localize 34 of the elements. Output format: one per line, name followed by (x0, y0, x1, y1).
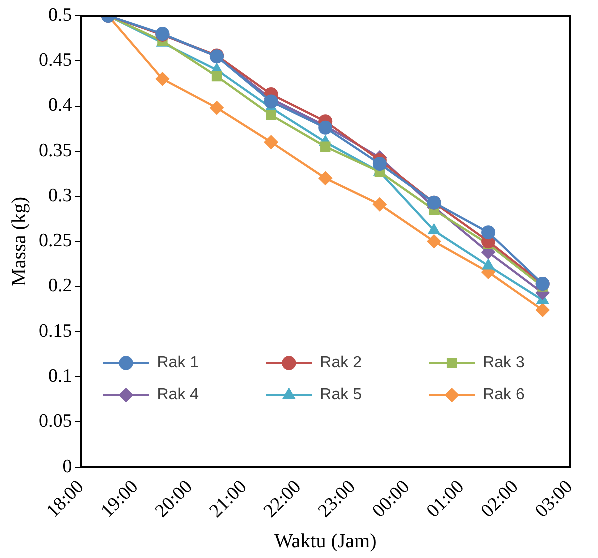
y-tick-label: 0.15 (39, 320, 72, 342)
x-axis-title: Waktu (Jam) (274, 530, 377, 552)
point (264, 135, 278, 150)
point (482, 226, 496, 240)
y-tick-label: 0.05 (39, 411, 72, 432)
y-tick-label: 0.4 (48, 95, 73, 116)
legend-label: Rak 3 (483, 354, 525, 372)
point (264, 94, 278, 109)
y-tick-label: 0.2 (48, 276, 72, 297)
point (428, 224, 440, 235)
y-tick-label: 0.25 (39, 230, 72, 252)
legend-label: Rak 4 (157, 386, 200, 404)
point (427, 234, 442, 249)
legend-label: Rak 1 (157, 354, 200, 372)
point (212, 71, 222, 82)
legend-label: Rak 2 (320, 354, 362, 372)
y-tick-label: 0.1 (48, 366, 72, 388)
y-axis-title: Massa (kg) (8, 196, 30, 286)
point (210, 101, 224, 116)
point (318, 171, 333, 186)
point (156, 72, 170, 86)
point (372, 157, 387, 172)
point (266, 110, 276, 120)
point (482, 259, 495, 270)
point (320, 142, 331, 152)
y-tick-label: 0 (62, 456, 72, 478)
y-tick-label: 0.5 (48, 4, 72, 26)
y-tick-label: 0.35 (39, 140, 72, 162)
legend-label: Rak 6 (483, 386, 525, 404)
y-tick-label: 0.3 (48, 185, 72, 206)
point (536, 303, 550, 318)
point (372, 198, 387, 212)
legend-label: Rak 5 (320, 386, 362, 404)
y-tick-label: 0.45 (39, 50, 72, 72)
